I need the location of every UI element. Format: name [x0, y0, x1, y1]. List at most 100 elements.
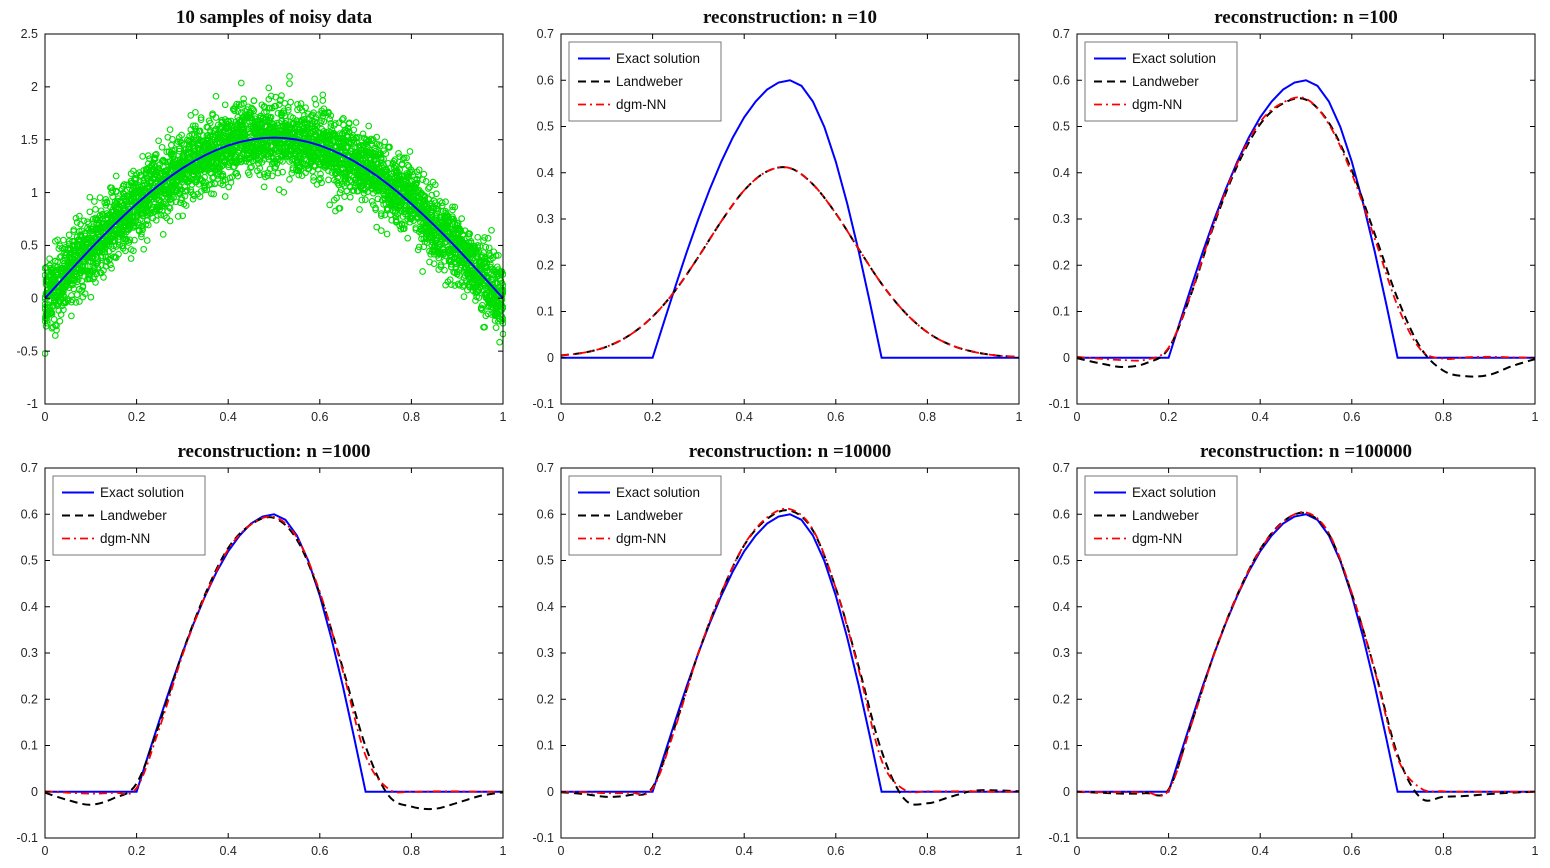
plot-canvas-reconstruction-n100000: 0 0.2 0.4 0.6 0.8 1 -0.1 0 0.1 0.2 0.3 0.4 0.5 0.6 0.7… [1048, 461, 1538, 858]
x-tick-label: 0.4 [220, 410, 237, 424]
legend: Exact solution Landweber dgm-NN [1084, 41, 1238, 122]
x-tick-label: 0.4 [736, 410, 753, 424]
x-tick-label: 0.4 [220, 844, 237, 858]
x-tick-label: 0.2 [128, 410, 145, 424]
y-tick-label: 0.4 [537, 166, 554, 180]
legend-label-dgm-nn: dgm-NN [616, 97, 666, 112]
x-tick-label: 1 [1016, 410, 1023, 424]
subplot-reconstruction-n10000: reconstruction: n =10000 0 0.2 0.4 0.6 0.8 1 -… [516, 434, 1032, 868]
x-tick-label: 0.6 [827, 844, 844, 858]
x-tick-label: 0.2 [644, 410, 661, 424]
y-tick-label: -0.5 [16, 344, 38, 358]
legend-label-landweber: Landweber [1132, 74, 1199, 89]
x-tick-label: 0 [558, 410, 565, 424]
x-tick-label: 0.6 [1343, 844, 1360, 858]
legend-label-dgm-nn: dgm-NN [100, 531, 150, 546]
x-tick-label: 0.8 [1435, 844, 1452, 858]
x-tick-label: 0.2 [644, 844, 661, 858]
series-exact-solution [1077, 513, 1535, 793]
y-tick-label: 0.6 [1053, 73, 1070, 87]
x-tick-label: 0.8 [1435, 410, 1452, 424]
series-dgm-nn [44, 515, 504, 795]
legend-label-exact-solution: Exact solution [1132, 485, 1216, 500]
y-tick-label: 0.5 [537, 120, 554, 134]
series-exact-solution [561, 79, 1019, 359]
x-tick-label: 0.8 [403, 410, 420, 424]
y-tick-label: 0.5 [537, 554, 554, 568]
y-tick-label: 0.6 [1053, 507, 1070, 521]
y-tick-label: 0.6 [21, 507, 38, 521]
series-dgm-nn [560, 507, 1020, 796]
x-tick-label: 0.6 [311, 844, 328, 858]
x-tick-label: 0.2 [1160, 844, 1177, 858]
legend: Exact solution Landweber dgm-NN [52, 475, 206, 556]
x-tick-label: 0.6 [311, 410, 328, 424]
y-tick-label: 0.7 [537, 461, 554, 475]
plot-title-reconstruction-n100: reconstruction: n =100 [1214, 7, 1398, 28]
legend: Exact solution Landweber dgm-NN [568, 41, 722, 122]
y-tick-label: 0.1 [537, 739, 554, 753]
y-tick-label: -0.1 [532, 831, 554, 845]
series-dgm-nn [1076, 96, 1536, 362]
plot-canvas-reconstruction-n100: 0 0.2 0.4 0.6 0.8 1 -0.1 0 0.1 0.2 0.3 0.4 0.5 0.6 0.7… [1048, 27, 1539, 424]
y-tick-label: 0.6 [537, 507, 554, 521]
y-tick-label: 0.1 [1053, 739, 1070, 753]
legend-label-landweber: Landweber [616, 74, 683, 89]
subplot-reconstruction-n1000: reconstruction: n =1000 0 0.2 0.4 0.6 0.8 1 -0… [0, 434, 516, 868]
legend-label-exact-solution: Exact solution [100, 485, 184, 500]
scatter-noisy-data-samples [42, 73, 506, 357]
series-dgm-nn [560, 166, 1020, 358]
legend-label-landweber: Landweber [1132, 508, 1199, 523]
y-tick-label: 0.3 [537, 646, 554, 660]
y-tick-label: 0.3 [1053, 212, 1070, 226]
legend-label-landweber: Landweber [100, 508, 167, 523]
series-exact-solution [561, 513, 1019, 793]
y-tick-label: 0.2 [1053, 692, 1070, 706]
plot-canvas-noisy-data: 0 0.2 0.4 0.6 0.8 1 -1 -0.5 0 0.5 1 1.5 2 2.5 [16, 27, 506, 424]
y-tick-label: 1 [31, 186, 38, 200]
y-tick-label: 0.4 [1053, 166, 1070, 180]
y-tick-label: 0.5 [1053, 554, 1070, 568]
x-tick-label: 0 [42, 844, 49, 858]
y-tick-label: 0.1 [21, 739, 38, 753]
x-tick-label: 0 [558, 844, 565, 858]
y-tick-label: 0 [547, 785, 554, 799]
plot-canvas-reconstruction-n1000: 0 0.2 0.4 0.6 0.8 1 -0.1 0 0.1 0.2 0.3 0.4 0.5 0.6 0.7… [16, 461, 506, 858]
y-tick-label: 0.5 [21, 239, 38, 253]
y-tick-label: -0.1 [1048, 397, 1070, 411]
subplot-reconstruction-n100000: reconstruction: n =100000 0 0.2 0.4 0.6 0.8 1… [1032, 434, 1548, 868]
y-tick-label: -0.1 [532, 397, 554, 411]
y-tick-label: 0.3 [21, 646, 38, 660]
y-tick-label: -0.1 [1048, 831, 1070, 845]
plot-canvas-reconstruction-n10000: 0 0.2 0.4 0.6 0.8 1 -0.1 0 0.1 0.2 0.3 0.4 0.5 0.6 0.7… [532, 461, 1023, 858]
series-data-mean-curve [44, 136, 504, 299]
legend-label-exact-solution: Exact solution [1132, 51, 1216, 66]
plot-title-reconstruction-n100000: reconstruction: n =100000 [1199, 441, 1413, 462]
x-tick-label: 1 [1532, 410, 1539, 424]
plot-canvas-reconstruction-n10: 0 0.2 0.4 0.6 0.8 1 -0.1 0 0.1 0.2 0.3 0.4 0.5 0.6 0.7… [532, 27, 1023, 424]
legend: Exact solution Landweber dgm-NN [1084, 475, 1238, 556]
y-tick-label: 0.7 [537, 27, 554, 41]
plot-title-reconstruction-n10000: reconstruction: n =10000 [688, 441, 892, 462]
x-tick-label: 0.8 [919, 844, 936, 858]
y-tick-label: 0.7 [21, 461, 38, 475]
subplot-noisy-data: 10 samples of noisy data 0 0.2 0.4 0.6 0.8 1 -… [0, 0, 516, 434]
legend: Exact solution Landweber dgm-NN [568, 475, 722, 556]
series-exact-solution [1077, 79, 1535, 359]
plot-title-reconstruction-n10: reconstruction: n =10 [702, 7, 878, 28]
y-tick-label: 0.2 [537, 692, 554, 706]
axes-frame [44, 33, 504, 405]
x-tick-label: 0 [1074, 844, 1081, 858]
x-tick-label: 0.8 [919, 410, 936, 424]
y-tick-label: 0 [1063, 351, 1070, 365]
y-tick-label: 0 [1063, 785, 1070, 799]
y-tick-label: 0.5 [21, 554, 38, 568]
legend-label-dgm-nn: dgm-NN [1132, 531, 1182, 546]
plot-title-reconstruction-n1000: reconstruction: n =1000 [177, 441, 371, 462]
x-tick-label: 0 [1074, 410, 1081, 424]
y-tick-label: -1 [27, 397, 38, 411]
x-tick-label: 1 [1016, 844, 1023, 858]
x-tick-label: 0.8 [403, 844, 420, 858]
y-tick-label: 2 [31, 80, 38, 94]
